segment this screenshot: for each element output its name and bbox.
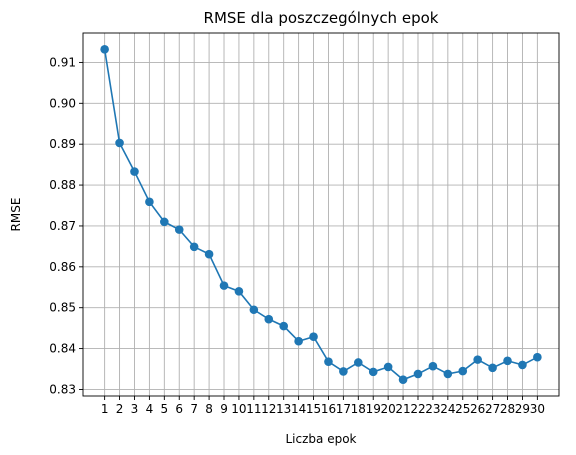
x-tick-label: 28 [500,402,515,416]
data-point [503,357,512,366]
data-point [205,250,214,259]
y-tick-label: 0.87 [49,219,76,233]
x-tick-label: 7 [190,402,198,416]
data-point [100,45,109,54]
x-tick-label: 19 [366,402,381,416]
x-tick-label: 23 [425,402,440,416]
x-tick-label: 17 [336,402,351,416]
x-tick-label: 20 [381,402,396,416]
data-point [414,370,423,379]
data-point [175,225,184,234]
x-tick-label: 1 [101,402,109,416]
y-tick-label: 0.90 [49,96,76,110]
x-tick-label: 25 [455,402,470,416]
data-point [250,305,259,314]
data-point [429,362,438,371]
x-tick-label: 10 [231,402,246,416]
y-tick-label: 0.84 [49,342,76,356]
x-tick-label: 15 [306,402,321,416]
chart-title: RMSE dla poszczególnych epok [204,9,439,27]
y-tick-label: 0.91 [49,55,76,69]
x-tick-label: 21 [395,402,410,416]
data-point [354,358,363,367]
x-tick-label: 22 [410,402,425,416]
x-tick-label: 26 [470,402,485,416]
x-tick-label: 18 [351,402,366,416]
data-point [458,367,467,376]
x-tick-label: 27 [485,402,500,416]
rmse-series [100,45,541,384]
y-tick-label: 0.86 [49,260,76,274]
data-point [488,363,497,372]
x-tick-label: 11 [246,402,261,416]
data-point [369,368,378,377]
series-line [105,49,538,379]
y-ticks: 0.83 0.84 0.85 0.86 0.87 0.88 0.89 0.90 0.91 [49,55,83,396]
x-tick-label: 4 [146,402,154,416]
x-tick-label: 12 [261,402,276,416]
x-tick-label: 13 [276,402,291,416]
data-point [444,370,453,379]
y-tick-label: 0.89 [49,137,76,151]
x-tick-label: 8 [205,402,213,416]
x-tick-label: 14 [291,402,306,416]
x-axis-label: Liczba epok [286,432,357,446]
x-tick-label: 16 [321,402,336,416]
x-tick-label: 29 [515,402,530,416]
data-point [473,355,482,364]
x-tick-label: 2 [116,402,124,416]
x-tick-label: 24 [440,402,455,416]
data-point [279,322,288,331]
grid [83,33,559,396]
y-tick-label: 0.85 [49,301,76,315]
x-tick-label: 6 [175,402,183,416]
x-tick-label: 3 [131,402,139,416]
data-point [190,242,199,251]
data-point [324,357,333,366]
x-tick-label: 9 [220,402,228,416]
data-point [533,353,542,362]
data-point [115,139,124,148]
data-point [145,198,154,207]
data-point [220,281,229,290]
data-point [399,375,408,384]
x-tick-label: 30 [530,402,545,416]
data-point [294,337,303,346]
y-axis-label: RMSE [9,198,23,232]
data-point [309,332,318,341]
x-ticks: 1 2 3 4 5 6 7 8 9 10 11 12 13 14 15 16 17 18 19 20 21 22 23 24 2… [101,396,545,416]
plot-frame [83,33,559,396]
data-point [130,167,139,176]
y-tick-label: 0.88 [49,178,76,192]
x-tick-label: 5 [161,402,169,416]
data-point [160,218,169,227]
data-point [384,363,393,372]
data-point [264,315,273,324]
data-point [518,361,527,370]
data-point [339,367,348,376]
data-point [235,287,244,296]
y-tick-label: 0.83 [49,382,76,396]
